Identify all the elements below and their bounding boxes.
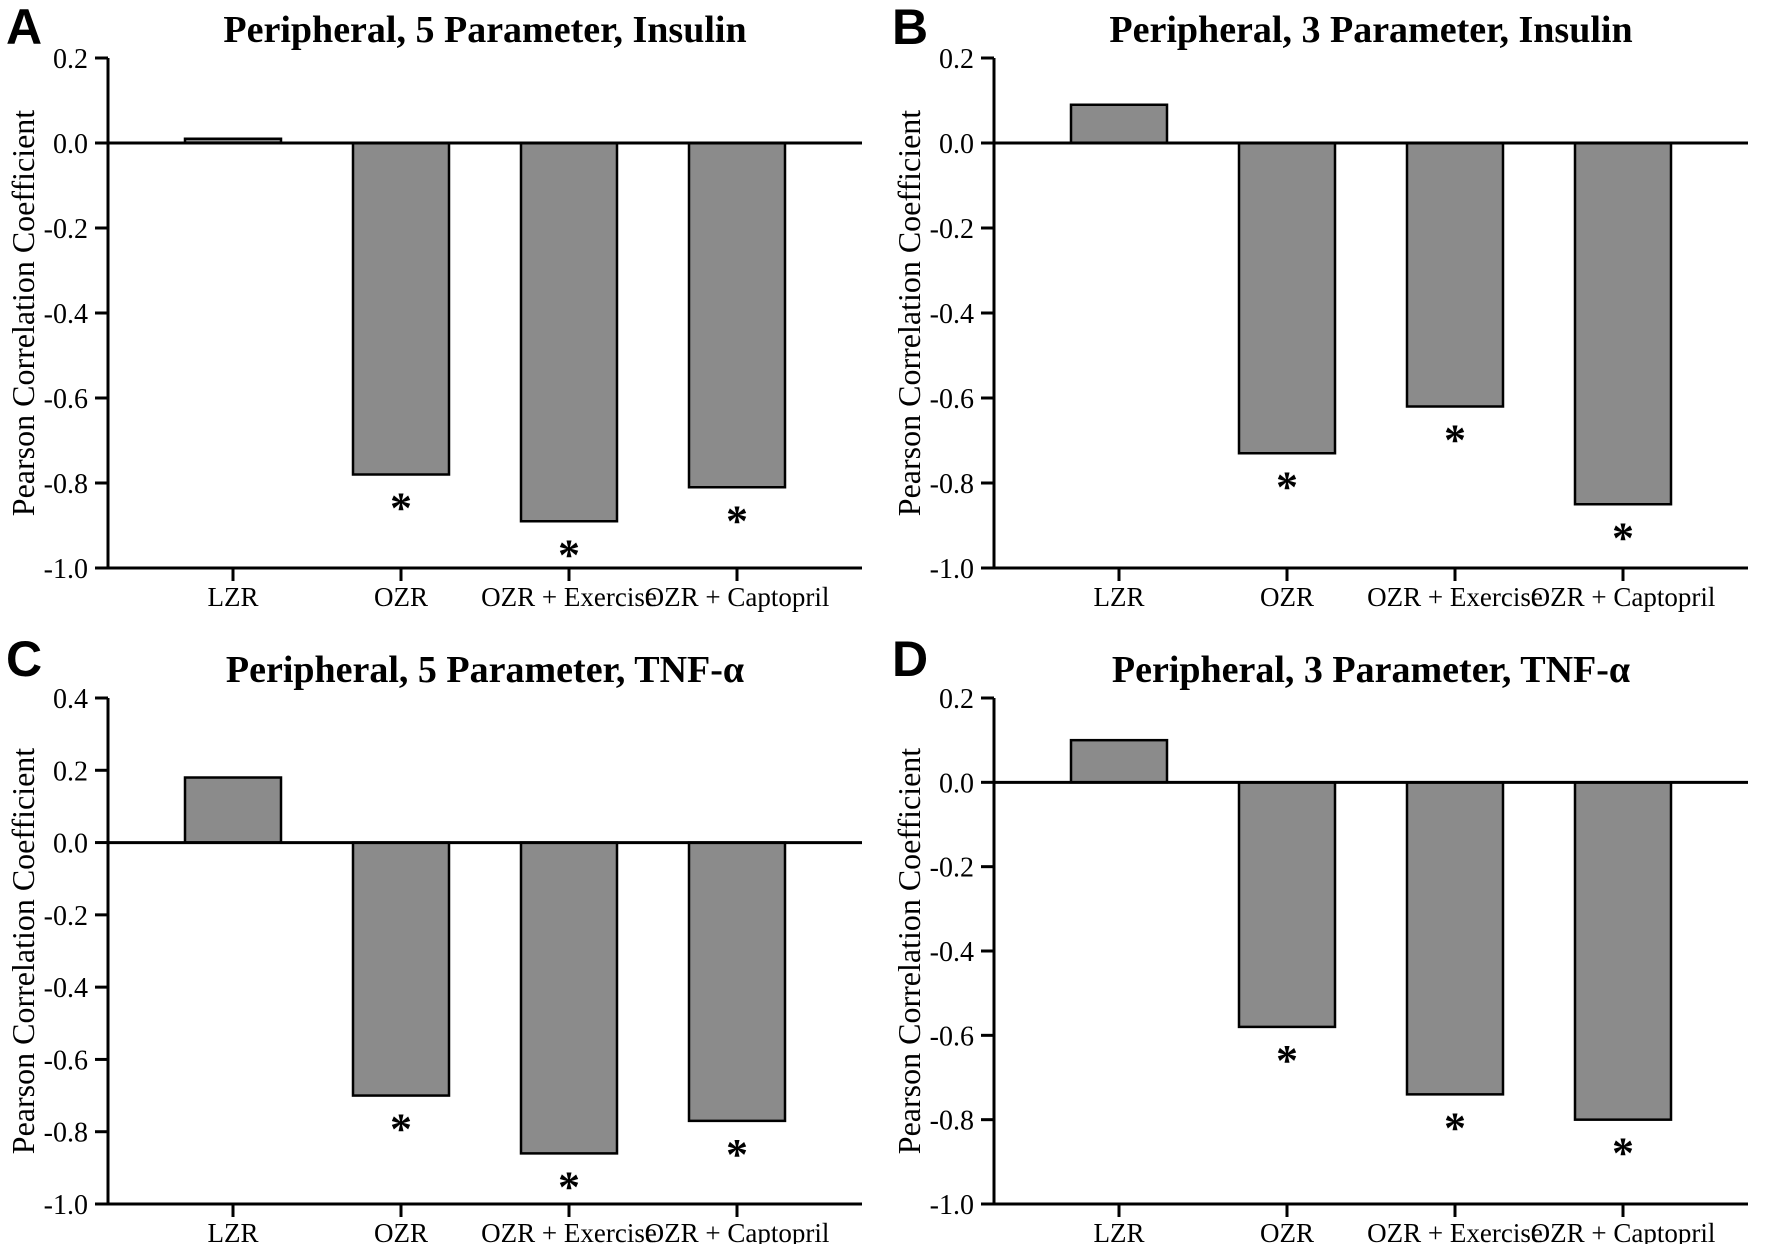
y-tick-label: 0.2 bbox=[53, 756, 88, 787]
y-tick-label: 0.2 bbox=[939, 684, 974, 715]
significance-asterisk: * bbox=[1276, 1036, 1298, 1085]
chart-title: Peripheral, 5 Parameter, TNF-α bbox=[226, 649, 744, 691]
panel-b: B Peripheral, 3 Parameter, Insulin Pearso… bbox=[886, 0, 1772, 620]
x-tick-label: OZR + Captopril bbox=[645, 582, 830, 612]
x-tick-label: LZR bbox=[208, 582, 259, 612]
panel-letter-c: C bbox=[6, 631, 43, 687]
panel-letter-a: A bbox=[6, 0, 43, 55]
y-tick-label: -1.0 bbox=[930, 554, 974, 585]
y-tick-label: -0.8 bbox=[44, 1118, 88, 1149]
panel-d: D Peripheral, 3 Parameter, TNF-α Pearson … bbox=[886, 620, 1772, 1244]
bar-LZR bbox=[1069, 103, 1169, 145]
x-tick-label: OZR + Captopril bbox=[645, 1218, 830, 1244]
bar-OZR bbox=[1237, 781, 1337, 1029]
y-tick-label: -0.2 bbox=[44, 214, 88, 245]
y-tick-label: -0.8 bbox=[930, 469, 974, 500]
significance-asterisk: * bbox=[1444, 1103, 1466, 1152]
y-tick-label: -1.0 bbox=[44, 1190, 88, 1221]
y-tick-label: -0.2 bbox=[930, 214, 974, 245]
bar-chart-peripheral-3param-tnf-alpha: Peripheral, 3 Parameter, TNF-α Pearson Co… bbox=[891, 649, 1748, 1244]
y-tick-label: -0.8 bbox=[930, 1106, 974, 1137]
bar-OZR + Captopril bbox=[1573, 141, 1673, 506]
y-tick-label: 0.2 bbox=[939, 44, 974, 75]
y-tick-label: -1.0 bbox=[930, 1190, 974, 1221]
y-axis-label: Pearson Correlation Coefficient bbox=[5, 110, 41, 517]
panel-a: A Peripheral, 5 Parameter, Insulin Pearso… bbox=[0, 0, 886, 620]
y-axis-label: Pearson Correlation Coefficient bbox=[5, 748, 41, 1155]
x-tick-label: OZR bbox=[374, 1218, 428, 1244]
x-tick-label: LZR bbox=[1094, 1218, 1145, 1244]
x-tick-label: OZR bbox=[1260, 582, 1314, 612]
x-tick-label: OZR bbox=[374, 582, 428, 612]
bar-chart-peripheral-5param-insulin: Peripheral, 5 Parameter, Insulin Pearson … bbox=[5, 9, 862, 612]
x-tick-label: OZR + Captopril bbox=[1531, 1218, 1716, 1244]
bar-LZR bbox=[183, 776, 283, 844]
chart-title: Peripheral, 5 Parameter, Insulin bbox=[223, 9, 746, 51]
y-tick-label: 0.2 bbox=[53, 44, 88, 75]
significance-asterisk: * bbox=[726, 1130, 748, 1179]
y-tick-label: -0.8 bbox=[44, 469, 88, 500]
bar-OZR + Captopril bbox=[687, 841, 787, 1123]
y-tick-label: 0.4 bbox=[53, 684, 88, 715]
y-tick-label: -0.4 bbox=[930, 299, 974, 330]
chart-title: Peripheral, 3 Parameter, Insulin bbox=[1109, 9, 1632, 51]
x-tick-label: OZR + Exercise bbox=[1367, 1218, 1543, 1244]
chart-title: Peripheral, 3 Parameter, TNF-α bbox=[1112, 649, 1630, 691]
y-tick-label: -1.0 bbox=[44, 554, 88, 585]
panel-c: C Peripheral, 5 Parameter, TNF-α Pearson … bbox=[0, 620, 886, 1244]
significance-asterisk: * bbox=[390, 484, 412, 533]
panel-letter-d: D bbox=[892, 631, 929, 687]
bar-OZR + Exercise bbox=[519, 141, 619, 523]
bar-chart-peripheral-5param-tnf-alpha: Peripheral, 5 Parameter, TNF-α Pearson Co… bbox=[5, 649, 862, 1244]
y-tick-label: -0.6 bbox=[44, 384, 88, 415]
y-tick-label: -0.6 bbox=[930, 384, 974, 415]
bar-OZR + Exercise bbox=[1405, 781, 1505, 1096]
x-tick-label: OZR bbox=[1260, 1218, 1314, 1244]
significance-asterisk: * bbox=[1444, 416, 1466, 465]
bar-OZR bbox=[351, 141, 451, 476]
bar-OZR bbox=[1237, 141, 1337, 455]
y-tick-label: -0.4 bbox=[44, 299, 88, 330]
y-tick-label: -0.2 bbox=[44, 901, 88, 932]
y-tick-label: 0.0 bbox=[53, 129, 88, 160]
y-tick-label: 0.0 bbox=[939, 768, 974, 799]
x-tick-label: OZR + Exercise bbox=[1367, 582, 1543, 612]
y-axis-label: Pearson Correlation Coefficient bbox=[891, 110, 927, 517]
significance-asterisk: * bbox=[390, 1105, 412, 1154]
y-tick-label: -0.6 bbox=[44, 1045, 88, 1076]
x-tick-label: OZR + Exercise bbox=[481, 1218, 657, 1244]
bar-OZR bbox=[351, 841, 451, 1097]
y-tick-label: -0.4 bbox=[930, 937, 974, 968]
significance-asterisk: * bbox=[1612, 1129, 1634, 1178]
y-tick-label: 0.0 bbox=[53, 829, 88, 860]
x-tick-label: LZR bbox=[1094, 582, 1145, 612]
y-tick-label: -0.4 bbox=[44, 973, 88, 1004]
significance-asterisk: * bbox=[726, 496, 748, 545]
significance-asterisk: * bbox=[1276, 462, 1298, 511]
bar-OZR + Exercise bbox=[519, 841, 619, 1155]
x-tick-label: LZR bbox=[208, 1218, 259, 1244]
bar-OZR + Captopril bbox=[687, 141, 787, 489]
significance-asterisk: * bbox=[1612, 513, 1634, 562]
bar-LZR bbox=[1069, 738, 1169, 784]
x-tick-label: OZR + Exercise bbox=[481, 582, 657, 612]
bar-chart-peripheral-3param-insulin: Peripheral, 3 Parameter, Insulin Pearson … bbox=[891, 9, 1748, 612]
significance-asterisk: * bbox=[558, 1162, 580, 1211]
y-tick-label: 0.0 bbox=[939, 129, 974, 160]
y-tick-label: -0.6 bbox=[930, 1021, 974, 1052]
y-axis-label: Pearson Correlation Coefficient bbox=[891, 748, 927, 1155]
bar-OZR + Captopril bbox=[1573, 781, 1673, 1121]
x-tick-label: OZR + Captopril bbox=[1531, 582, 1716, 612]
panel-letter-b: B bbox=[892, 0, 929, 55]
bar-OZR + Exercise bbox=[1405, 141, 1505, 408]
y-tick-label: -0.2 bbox=[930, 853, 974, 884]
